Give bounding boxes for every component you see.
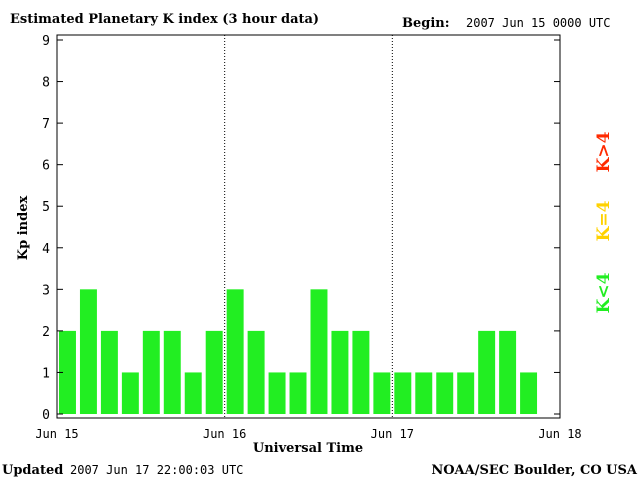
y-axis-ticks: 0 1 2 3 4 5 6 7 8 9 — [42, 34, 560, 423]
kp-bar — [100, 330, 118, 414]
kp-bar — [457, 372, 475, 414]
kp-bar — [121, 372, 139, 414]
updated-label: Updated — [2, 463, 63, 478]
y-tick-label: 4 — [42, 242, 50, 257]
y-tick-label: 5 — [42, 200, 50, 215]
y-tick-label: 2 — [42, 325, 50, 340]
kp-bar — [163, 330, 181, 414]
kp-bar — [415, 372, 433, 414]
kp-bar — [352, 330, 370, 414]
x-axis-label: Universal Time — [253, 441, 363, 456]
y-tick-label: 7 — [42, 117, 50, 132]
x-tick-label: Jun 16 — [203, 427, 246, 441]
kp-bar — [289, 372, 307, 414]
y-tick-label: 1 — [42, 366, 50, 381]
legend-low: K<4 — [594, 272, 614, 313]
y-axis-label: Kp index — [16, 196, 31, 261]
begin-value: 2007 Jun 15 0000 UTC — [466, 16, 611, 30]
data-source: NOAA/SEC Boulder, CO USA — [431, 463, 638, 478]
chart-title: Estimated Planetary K index (3 hour data… — [10, 12, 319, 27]
kp-bar — [184, 372, 202, 414]
kp-bar — [247, 330, 265, 414]
kp-bar — [268, 372, 286, 414]
legend-high: K>4 — [594, 131, 614, 172]
legend-mid: K=4 — [594, 200, 614, 241]
y-tick-label: 0 — [42, 408, 50, 423]
begin-label: Begin: — [402, 16, 450, 31]
kp-bar — [310, 289, 328, 414]
kp-bar — [478, 330, 496, 414]
y-tick-label: 3 — [42, 283, 50, 298]
y-tick-label: 9 — [42, 34, 50, 49]
plot-frame — [56, 34, 561, 419]
day-separators — [224, 35, 393, 418]
y-tick-label: 8 — [42, 76, 50, 91]
kp-bar — [142, 330, 160, 414]
y-tick-label: 6 — [42, 159, 50, 174]
kp-bar — [394, 372, 412, 414]
kp-bar — [373, 372, 391, 414]
kp-bar — [499, 330, 517, 414]
kp-bar — [520, 372, 538, 414]
x-axis-ticks: Jun 15 Jun 16 Jun 17 Jun 18 — [35, 427, 581, 441]
updated-value: 2007 Jun 17 22:00:03 UTC — [70, 463, 243, 477]
x-tick-label: Jun 18 — [538, 427, 581, 441]
x-tick-label: Jun 15 — [35, 427, 78, 441]
x-tick-label: Jun 17 — [371, 427, 414, 441]
kp-bar — [205, 330, 223, 414]
kp-bar — [226, 289, 244, 414]
kp-bar — [436, 372, 454, 414]
kp-bar — [79, 289, 97, 414]
bars — [59, 289, 538, 414]
kp-bar — [59, 330, 76, 414]
kp-bar — [331, 330, 349, 414]
